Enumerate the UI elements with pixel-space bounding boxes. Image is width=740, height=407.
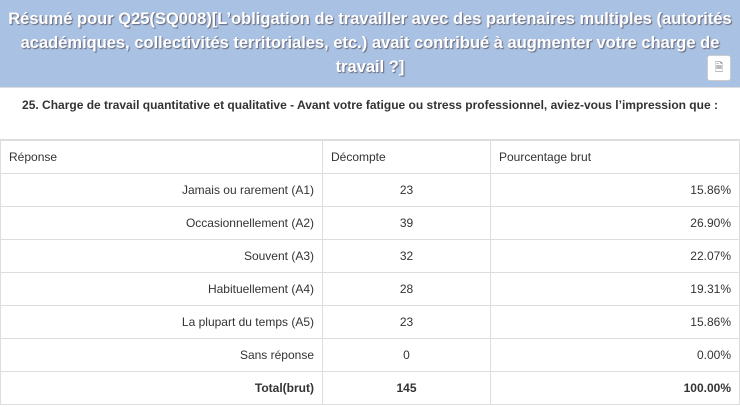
count-cell: 23 bbox=[322, 173, 491, 207]
summary-title: Résumé pour Q25(SQ008)[L’obligation de t… bbox=[8, 10, 732, 76]
question-text: 25. Charge de travail quantitative et qu… bbox=[0, 88, 740, 140]
count-cell: 28 bbox=[322, 272, 491, 306]
response-cell: Occasionnellement (A2) bbox=[0, 206, 323, 240]
percentage-cell: 100.00% bbox=[490, 371, 740, 405]
response-cell: Total(brut) bbox=[0, 371, 323, 405]
column-header-count: Décompte bbox=[322, 140, 491, 174]
count-cell: 145 bbox=[322, 371, 491, 405]
percentage-cell: 22.07% bbox=[490, 239, 740, 273]
percentage-cell: 0.00% bbox=[490, 338, 740, 372]
results-table: Réponse Décompte Pourcentage brut Jamais… bbox=[0, 140, 740, 405]
percentage-cell: 26.90% bbox=[490, 206, 740, 240]
export-pdf-button[interactable]: 🗎 bbox=[707, 55, 731, 81]
percentage-cell: 19.31% bbox=[490, 272, 740, 306]
response-cell: Jamais ou rarement (A1) bbox=[0, 173, 323, 207]
table-row: La plupart du temps (A5) 23 15.86% bbox=[0, 305, 740, 339]
count-cell: 39 bbox=[322, 206, 491, 240]
table-row: Sans réponse 0 0.00% bbox=[0, 338, 740, 372]
percentage-cell: 15.86% bbox=[490, 173, 740, 207]
table-row: Souvent (A3) 32 22.07% bbox=[0, 239, 740, 273]
pdf-icon: 🗎 bbox=[714, 62, 724, 74]
count-cell: 32 bbox=[322, 239, 491, 273]
percentage-cell: 15.86% bbox=[490, 305, 740, 339]
count-cell: 23 bbox=[322, 305, 491, 339]
response-cell: Habituellement (A4) bbox=[0, 272, 323, 306]
total-row: Total(brut) 145 100.00% bbox=[0, 371, 740, 405]
count-cell: 0 bbox=[322, 338, 491, 372]
column-header-percentage: Pourcentage brut bbox=[490, 140, 740, 174]
table-row: Occasionnellement (A2) 39 26.90% bbox=[0, 206, 740, 240]
response-cell: Sans réponse bbox=[0, 338, 323, 372]
summary-header: Résumé pour Q25(SQ008)[L’obligation de t… bbox=[0, 0, 740, 88]
table-row: Habituellement (A4) 28 19.31% bbox=[0, 272, 740, 306]
response-cell: Souvent (A3) bbox=[0, 239, 323, 273]
response-cell: La plupart du temps (A5) bbox=[0, 305, 323, 339]
column-header-response: Réponse bbox=[0, 140, 323, 174]
table-row: Jamais ou rarement (A1) 23 15.86% bbox=[0, 173, 740, 207]
